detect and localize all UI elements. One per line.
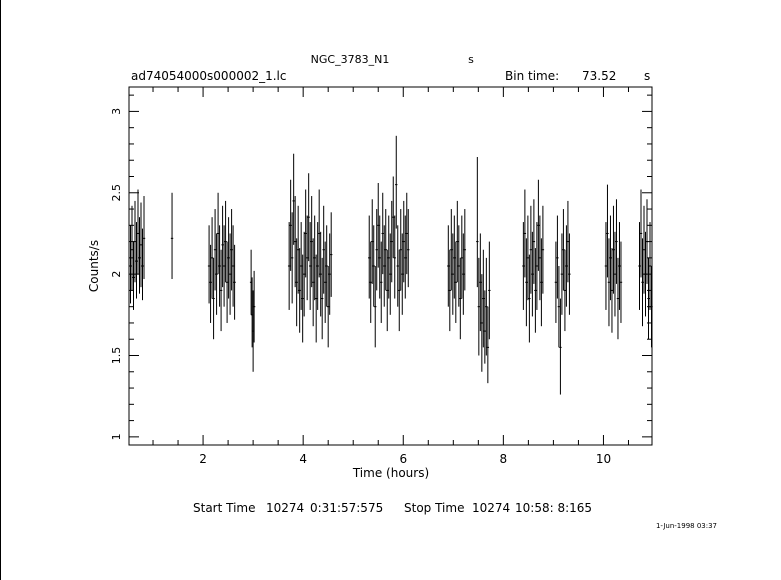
plot-date: 1-Jun-1998 03:37 xyxy=(656,522,717,530)
stop-time-label: Stop Time xyxy=(404,501,464,515)
x-axis-label: Time (hours) xyxy=(352,466,429,480)
file-name: ad74054000s000002_1.lc xyxy=(131,69,287,83)
object-suffix: s xyxy=(468,53,474,66)
y-axis-label: Counts/s xyxy=(87,240,101,292)
start-day: 10274 xyxy=(266,501,304,515)
plot-frame xyxy=(128,86,653,446)
axis-ticks xyxy=(129,87,652,445)
y-tick-label: 2.5 xyxy=(110,184,123,202)
bin-time-value: 73.52 xyxy=(582,69,616,83)
x-tick-label: 4 xyxy=(299,452,307,466)
window-edge xyxy=(0,0,1,580)
object-name: NGC_3783_N1 xyxy=(311,53,390,66)
start-time: 0:31:57:575 xyxy=(310,501,383,515)
stop-time: 10:58: 8:165 xyxy=(515,501,592,515)
y-tick-label: 2 xyxy=(110,271,123,278)
x-tick-label: 2 xyxy=(199,452,207,466)
x-tick-label: 8 xyxy=(500,452,508,466)
data-points xyxy=(129,135,653,395)
x-tick-label: 10 xyxy=(596,452,611,466)
bin-time-unit: s xyxy=(644,69,650,83)
y-tick-label: 1.5 xyxy=(110,347,123,365)
y-tick-label: 3 xyxy=(110,108,123,115)
y-tick-label: 1 xyxy=(110,433,123,440)
stop-day: 10274 xyxy=(472,501,510,515)
bin-time-label: Bin time: xyxy=(505,69,559,83)
axis-tick-labels: 2 4 6 8 10 1 1.5 2 2.5 3 xyxy=(110,108,611,466)
x-tick-label: 6 xyxy=(399,452,407,466)
start-time-label: Start Time xyxy=(193,501,256,515)
